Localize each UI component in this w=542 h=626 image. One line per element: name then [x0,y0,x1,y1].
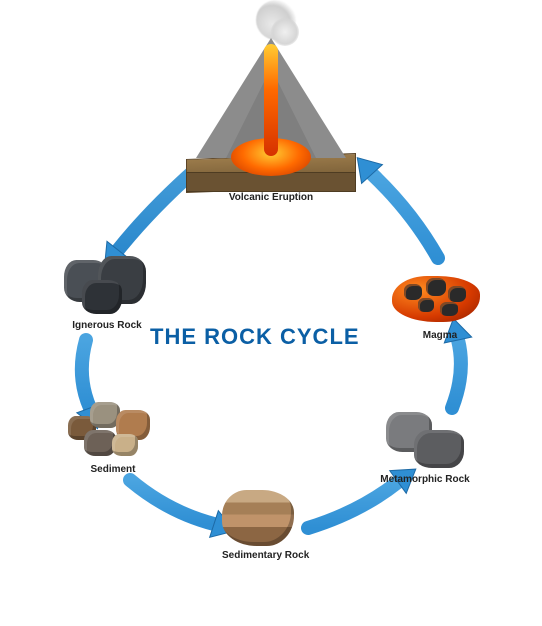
magma-graphic [392,266,480,326]
label-sediment: Sediment [66,464,160,475]
volcano-graphic [176,8,366,188]
label-metamorphic: Metamorphic Rock [378,474,472,485]
label-igneous: Ignerous Rock [60,320,154,331]
node-volcano: Volcanic Eruption [176,8,366,203]
node-metamorphic: Metamorphic Rock [378,406,472,485]
label-volcano: Volcanic Eruption [176,192,366,203]
label-magma: Magma [392,330,488,341]
node-magma: Magma [392,266,488,341]
diagram-stage: THE ROCK CYCLE [0,0,542,626]
sediment-graphic [66,396,156,460]
metamorphic-graphic [378,406,468,470]
node-igneous: Ignerous Rock [60,252,154,331]
igneous-graphic [60,252,150,316]
node-sediment: Sediment [66,396,160,475]
sedimentary-graphic [222,490,294,546]
label-sedimentary: Sedimentary Rock [222,550,306,561]
node-sedimentary: Sedimentary Rock [222,490,306,561]
